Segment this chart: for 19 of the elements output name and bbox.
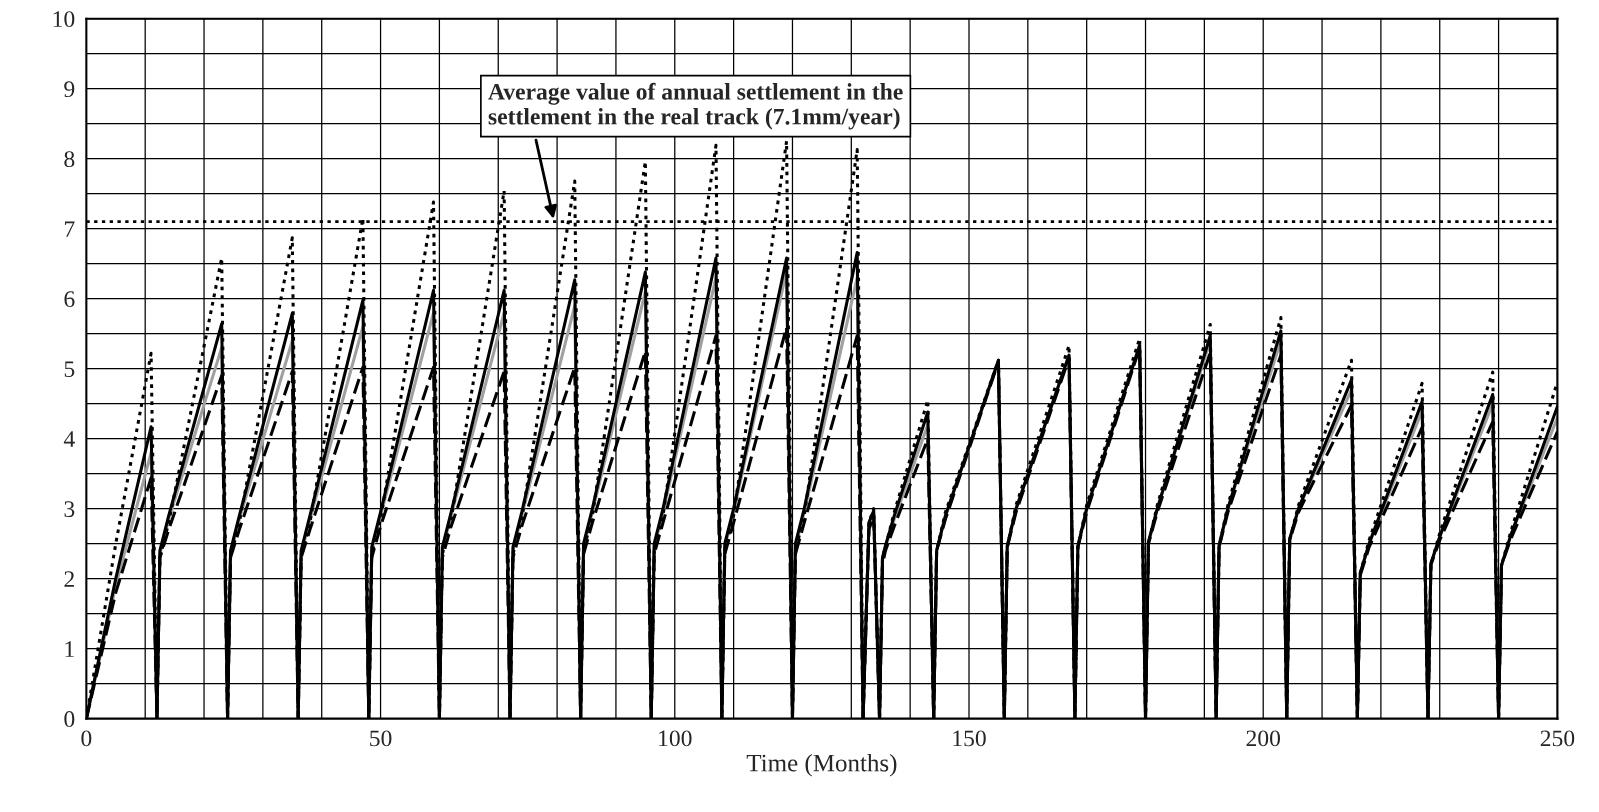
x-tick-label: 100 bbox=[659, 730, 692, 747]
y-tick-label: 5 bbox=[64, 361, 75, 378]
y-tick-label: 1 bbox=[65, 641, 74, 657]
x-tick-label: 150 bbox=[953, 730, 986, 747]
x-tick-label: 50 bbox=[370, 730, 392, 747]
y-tick-label: 9 bbox=[64, 81, 75, 98]
x-axis-title: Time (Months) bbox=[746, 753, 897, 777]
y-tick-label: 6 bbox=[64, 291, 75, 308]
y-tick-label: 10 bbox=[53, 11, 75, 28]
x-tick-label: 0 bbox=[81, 730, 92, 747]
annotation: Average value of annual settlement in the settlement in the real track (7.1mm/year) bbox=[488, 82, 903, 130]
y-tick-label: 4 bbox=[63, 431, 75, 447]
y-tick-label: 0 bbox=[64, 711, 75, 728]
x-tick-label: 250 bbox=[1540, 730, 1575, 747]
y-tick-label: 8 bbox=[64, 151, 75, 168]
y-tick-label: 2 bbox=[64, 571, 74, 587]
y-tick-label: 3 bbox=[64, 501, 75, 518]
y-tick-label: 7 bbox=[64, 221, 75, 237]
x-tick-label: 200 bbox=[1246, 730, 1281, 747]
